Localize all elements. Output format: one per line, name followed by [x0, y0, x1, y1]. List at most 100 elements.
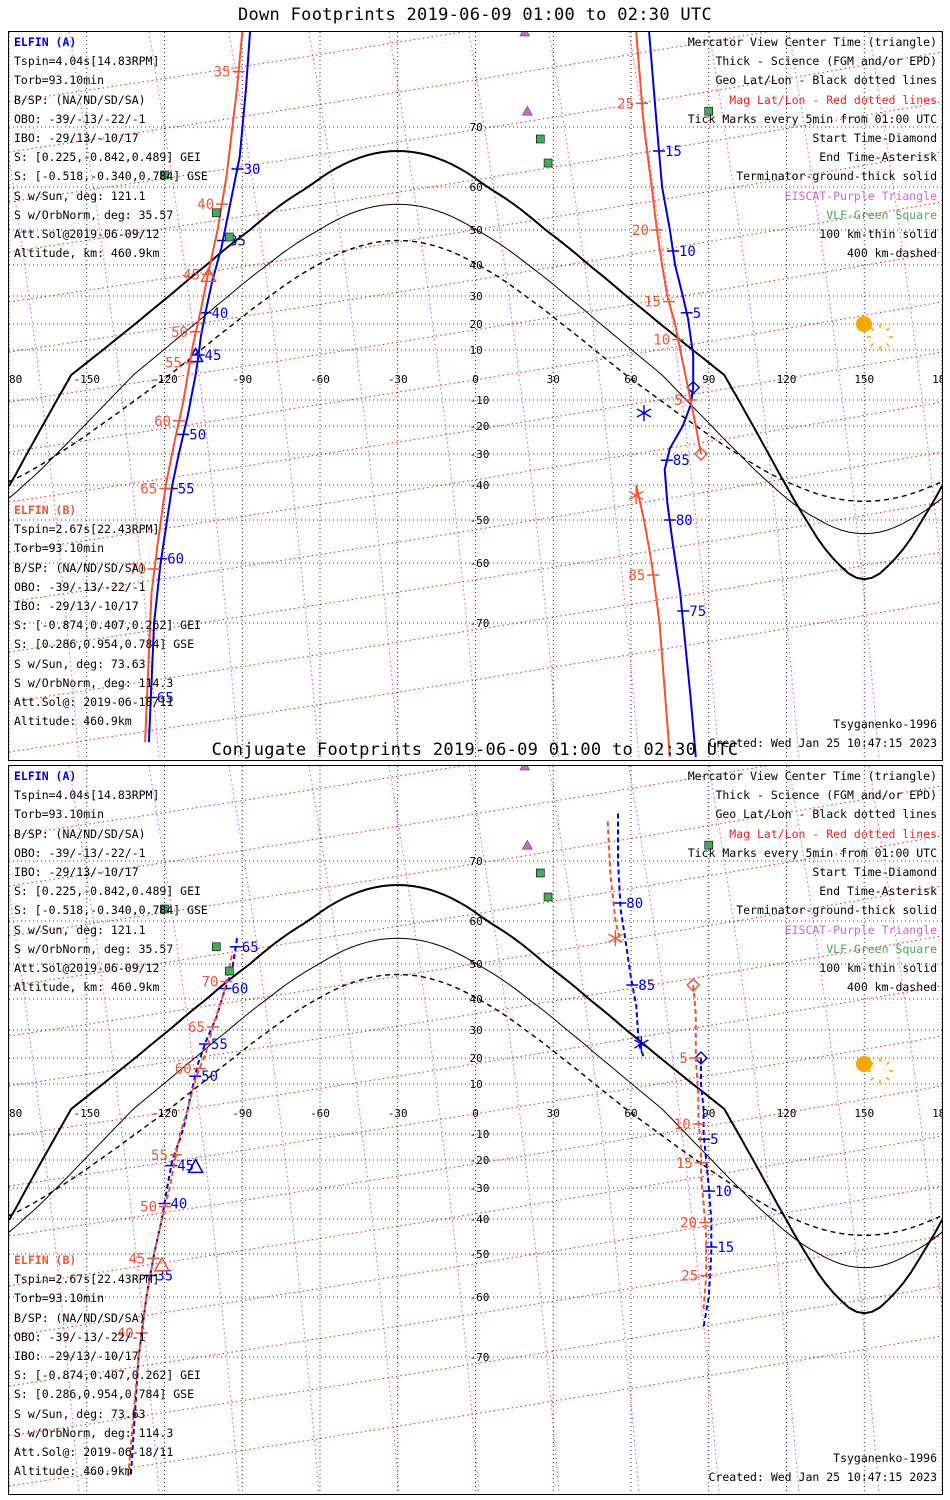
mag-grid [9, 32, 942, 760]
terminator-100km [9, 937, 942, 1269]
mag-lon-line [68, 32, 160, 760]
orbit-track [606, 821, 623, 947]
legend-entry: 400 km-dashed [846, 980, 937, 995]
y-tick-label: -40 [470, 479, 490, 492]
y-tick-label: -50 [470, 514, 490, 527]
tick-label: 70 [202, 975, 219, 991]
tick-label: 10 [679, 244, 696, 260]
end-asterisk [628, 490, 644, 501]
tick-label: 50 [189, 427, 206, 443]
elfin-a-param: S w/Sun, deg: 121.1 [14, 188, 146, 203]
model-label: Tsyganenko-1996 [833, 717, 937, 731]
elfin-b-param: S: [-0.874,0.407,0.262] GEI [14, 618, 201, 633]
mag-lon-line [788, 32, 880, 760]
mag-lat-line [9, 251, 942, 403]
x-tick-label: 30 [547, 1107, 560, 1120]
tick-label: 65 [140, 482, 157, 498]
tick-label: 15 [676, 1156, 693, 1172]
mag-lon-line [468, 32, 560, 760]
elfin-b-param: OBO: -39/-13/-22/-1 [14, 1329, 146, 1344]
start-diamond [693, 447, 708, 461]
mag-lat-line [9, 1335, 942, 1487]
mag-lat-line [9, 451, 942, 603]
mag-lon-line [628, 766, 720, 1494]
legend-entry: VLF-Green Square [826, 941, 937, 956]
mag-lat-line [9, 885, 942, 1037]
tick-label: 20 [632, 223, 649, 239]
y-tick-label: 10 [470, 1078, 483, 1091]
mag-lon-line [9, 154, 80, 760]
orbit-track: 70 65 60 55 50 45 40 [117, 955, 233, 1477]
sun-ray [870, 342, 875, 347]
elfin-b-param: IBO: -29/13/-10/17 [14, 599, 139, 614]
elfin-b-param: S: [-0.874,0.407,0.262] GEI [14, 1368, 201, 1383]
legend-entry: EISCAT-Purple Triangle [784, 922, 937, 937]
geo-grid [9, 32, 942, 760]
tick-label: 10 [674, 1117, 691, 1133]
y-tick-label: 70 [470, 855, 483, 868]
tick-label: 5 [693, 306, 701, 322]
x-tick-label: -120 [151, 373, 178, 386]
tick-label: 5 [710, 1132, 718, 1148]
sun-ray [885, 342, 890, 347]
legend-entry: 100 km-thin solid [819, 227, 937, 242]
y-tick-label: 40 [470, 993, 483, 1006]
legend-entry: Thick - Science (FGM and/or EPD) [715, 788, 937, 803]
conjugate-footprints-panel: -180 -150 -120 -90 -60 -30 0 30 60 90 120 150 180 -70… [8, 765, 943, 1495]
mag-lat-line [9, 501, 942, 653]
eiscat-triangle [519, 32, 531, 37]
mag-lat-line [9, 32, 770, 153]
sun-icon [856, 1056, 872, 1072]
legend-entry: Tick Marks every 5min from 01:00 UTC [687, 845, 937, 860]
tick-label: 10 [653, 333, 670, 349]
y-tick-label: 20 [470, 1052, 483, 1065]
legend-entry: Start Time-Diamond [812, 865, 937, 880]
x-tick-label: 0 [472, 1107, 479, 1120]
mag-lon-line [228, 32, 320, 760]
orbit-line [144, 32, 244, 743]
vlf-square [543, 892, 553, 902]
tick-label: 65 [188, 1020, 205, 1036]
y-tick-label: 20 [470, 318, 483, 331]
y-tick-label: -60 [470, 557, 490, 570]
x-tick-label: -120 [151, 1107, 178, 1120]
tick-label: 10 [715, 1184, 732, 1200]
y-tick-label: -20 [470, 420, 490, 433]
tick-label: 25 [617, 96, 634, 112]
y-tick-label: 30 [470, 1024, 483, 1037]
x-tick-label: 180 [932, 373, 942, 386]
mag-lon-line [308, 766, 400, 1494]
elfin-b-info: ELFIN (B) Tspin=2.67s[22.43RPM] Torb=93.10… [14, 501, 201, 731]
y-tick-label: 10 [470, 344, 483, 357]
vlf-square [224, 232, 234, 242]
terminator-ground [9, 149, 942, 581]
elfin-a-param: B/SP: (NA/ND/SD/SA) [14, 92, 146, 107]
conjugate-footprints-map: -180 -150 -120 -90 -60 -30 0 30 60 90 120 150 180 -70… [9, 766, 942, 1494]
elfin-a-param: Att.Sol@2019-06-09/12 [14, 961, 160, 976]
elfin-a-param: OBO: -39/-13/-22/-1 [14, 845, 146, 860]
mag-lon-line [228, 766, 320, 1494]
elfin-a-param: Altitude, km: 460.9km [14, 246, 160, 261]
view-center-triangle [187, 1157, 204, 1174]
orbit-line [147, 32, 251, 743]
mag-lat-line [9, 1085, 942, 1237]
mag-lat-line [9, 1135, 942, 1287]
tick-label: 60 [167, 552, 184, 568]
y-tick-label: 50 [470, 958, 483, 971]
tick-label: 65 [157, 691, 174, 707]
x-tick-label: 150 [854, 1107, 874, 1120]
elfin-a-param: S: [0.225,-0.842,0.489] GEI [14, 150, 201, 165]
mag-lat-line [9, 935, 942, 1087]
x-tick-label: 120 [777, 373, 797, 386]
elfin-a-title: ELFIN (A) [14, 769, 77, 783]
mag-lat-line [9, 785, 942, 937]
y-tick-label: 60 [470, 915, 483, 928]
x-tick-label: -180 [9, 1107, 22, 1120]
legend-entry: VLF-Green Square [826, 207, 937, 222]
tick-label: 55 [178, 482, 195, 498]
elfin-a-param: Att.Sol@2019-06-09/12 [14, 227, 160, 242]
y-tick-label: -10 [470, 1128, 490, 1141]
x-tick-label: -90 [232, 1107, 252, 1120]
vlf-square [704, 106, 714, 116]
y-tick-label: -10 [470, 394, 490, 407]
